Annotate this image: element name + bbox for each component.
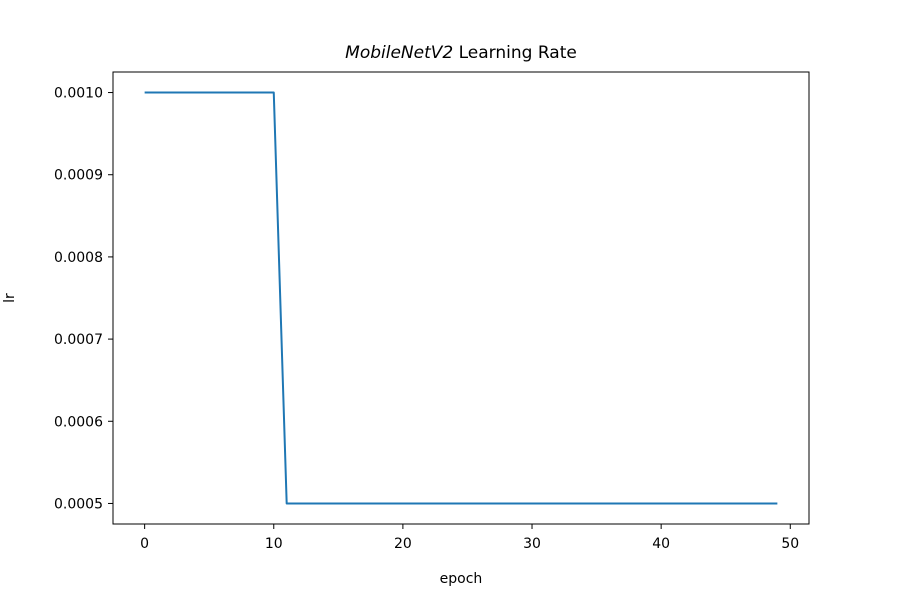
x-tick-label: 0 <box>140 536 149 552</box>
y-tick-label: 0.0005 <box>54 496 103 512</box>
x-tick-label: 10 <box>265 536 283 552</box>
series-line-0 <box>144 91 778 505</box>
x-tick-label: 20 <box>394 536 412 552</box>
chart-title-rest: Learning Rate <box>453 43 577 63</box>
x-axis-ticks: 0 10 20 30 40 50 <box>140 524 799 552</box>
y-axis-ticks: 0.0005 0.0006 0.0007 0.0008 0.0009 0.0010 <box>54 86 113 512</box>
y-tick-label: 0.0010 <box>54 86 103 102</box>
y-tick-label: 0.0007 <box>54 332 103 348</box>
x-axis-label: epoch <box>440 571 483 587</box>
chart-title-italic: MobileNetV2 <box>345 43 453 63</box>
x-tick-label: 50 <box>781 536 799 552</box>
y-tick-label: 0.0009 <box>54 168 103 184</box>
plot-area <box>144 91 778 505</box>
y-tick-label: 0.0006 <box>54 414 103 430</box>
x-tick-label: 40 <box>652 536 670 552</box>
y-tick-label: 0.0008 <box>54 250 103 266</box>
chart-title: MobileNetV2 Learning Rate <box>345 43 577 63</box>
y-axis-label: lr <box>2 293 18 303</box>
axes-frame <box>112 71 810 525</box>
x-tick-label: 30 <box>523 536 541 552</box>
